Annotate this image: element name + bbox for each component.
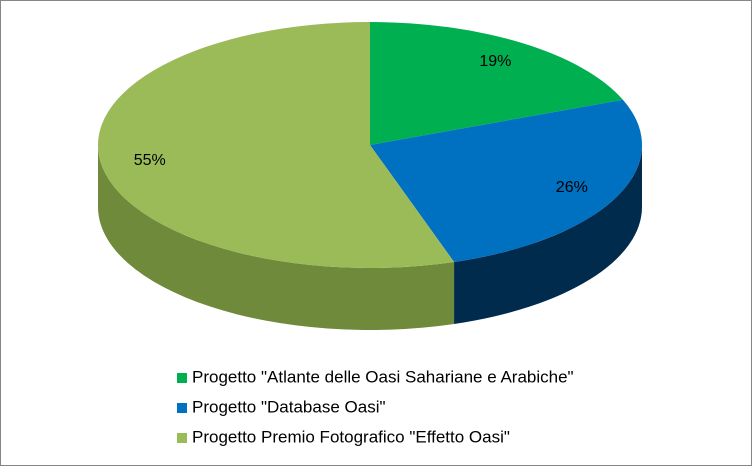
pie-side: [454, 145, 642, 324]
legend-swatch: [177, 403, 187, 413]
data-label: 19%: [479, 53, 511, 70]
pie-side: [98, 145, 455, 330]
pie-slice: [97, 22, 455, 268]
legend-label: Progetto Premio Fotografico "Effetto Oas…: [192, 427, 510, 446]
pie-slice: [370, 22, 623, 145]
legend-swatch: [177, 433, 187, 443]
legend-swatch: [177, 373, 187, 383]
data-label: 55%: [134, 152, 166, 169]
data-label: 26%: [556, 179, 588, 196]
legend-label: Progetto "Atlante delle Oasi Sahariane e…: [192, 367, 574, 386]
pie-slice: [370, 99, 642, 262]
legend-label: Progetto "Database Oasi": [192, 397, 386, 416]
